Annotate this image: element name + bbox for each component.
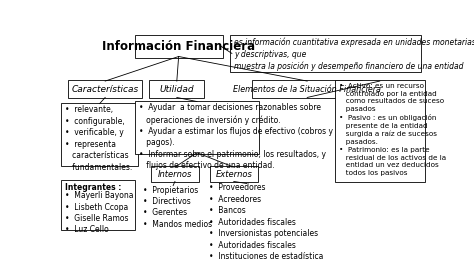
Text: es información cuantitativa expresada en unidades monetarias
y descriptivas, que: es información cuantitativa expresada en… — [235, 38, 474, 71]
FancyBboxPatch shape — [252, 80, 362, 98]
Text: Utilidad: Utilidad — [159, 85, 194, 94]
Text: •  Proveedores
•  Acreedores
•  Bancos
•  Autoridades fiscales
•  Inversionistas: • Proveedores • Acreedores • Bancos • Au… — [209, 184, 323, 261]
FancyBboxPatch shape — [149, 80, 204, 98]
Text: Características: Características — [72, 85, 139, 94]
FancyBboxPatch shape — [68, 80, 142, 98]
FancyBboxPatch shape — [230, 35, 421, 72]
FancyBboxPatch shape — [135, 35, 223, 57]
Text: Integrantes :: Integrantes : — [65, 183, 122, 192]
FancyBboxPatch shape — [61, 103, 138, 166]
Text: •  Mayerli Bayona
•  Lisbeth Ccopa
•  Giselle Ramos
•  Luz Cello: • Mayerli Bayona • Lisbeth Ccopa • Gisel… — [65, 191, 134, 234]
Text: Internos: Internos — [158, 170, 192, 179]
Text: •  Activo: es un recurso
   controlado por la entidad
   como resultados de suce: • Activo: es un recurso controlado por l… — [339, 83, 447, 176]
FancyBboxPatch shape — [135, 101, 259, 154]
FancyBboxPatch shape — [61, 180, 135, 230]
Text: •  Ayudar  a tomar decisiones razonables sobre
   operaciones de inversión y cré: • Ayudar a tomar decisiones razonables s… — [139, 103, 333, 170]
Text: Información Financiera: Información Financiera — [102, 40, 255, 53]
Text: •  relevante,
•  configurable,
•  verificable, y
•  representa
   característica: • relevante, • configurable, • verificab… — [65, 105, 133, 172]
FancyBboxPatch shape — [210, 166, 258, 182]
Text: Externos: Externos — [215, 170, 252, 179]
Text: •  Propietarios
•  Directivos
•  Gerentes
•  Mandos medios: • Propietarios • Directivos • Gerentes •… — [143, 186, 212, 229]
Text: Elementos de la Situación Financiera: Elementos de la Situación Financiera — [233, 85, 381, 94]
FancyBboxPatch shape — [335, 80, 425, 182]
FancyBboxPatch shape — [151, 166, 199, 182]
